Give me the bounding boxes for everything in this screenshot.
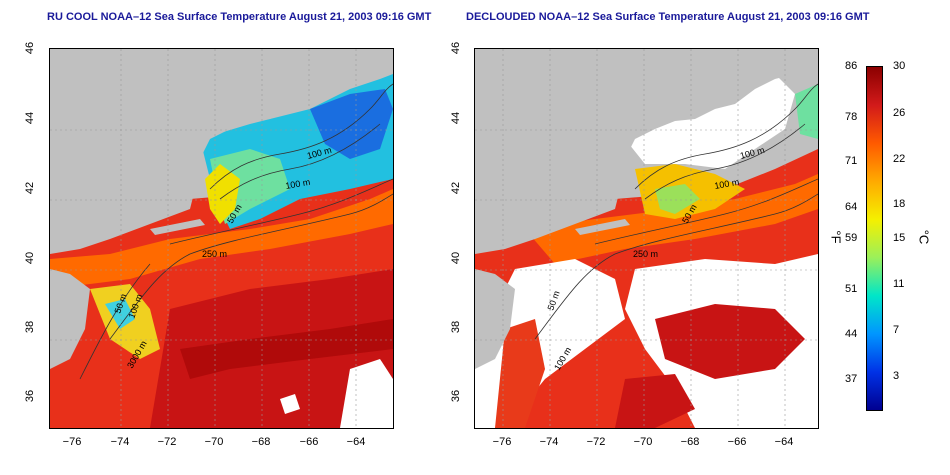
contour-label: 250 m: [633, 249, 658, 259]
lat-tick: 38: [24, 320, 36, 334]
isobath-contour-3000m: [534, 193, 818, 340]
lat-tick: 46: [450, 41, 462, 55]
lat-tick: 42: [450, 181, 462, 195]
lon-tick: −72: [586, 436, 606, 448]
isobath-contour-50m: [219, 123, 381, 200]
contour-label: 250 m: [202, 249, 227, 259]
colorbar-f-tick: 64: [845, 201, 858, 213]
lat-tick: 36: [24, 389, 36, 403]
shelf-yellow-water: [205, 164, 240, 224]
colorbar-c-tick: 15: [893, 232, 906, 244]
lon-tick: −70: [204, 436, 224, 448]
lat-tick: 46: [24, 41, 36, 55]
coastal-cyan-patch: [105, 299, 135, 329]
land-mass: [475, 49, 818, 254]
isobath-contour-3000m: [109, 193, 393, 340]
colorbar-c-tick: 30: [893, 60, 906, 72]
colorbar-c-tick: 18: [893, 198, 906, 210]
sst-map-declouded: 100 m 100 m 50 m 250 m 50 m 100 m: [474, 48, 819, 429]
lat-tick: 40: [450, 251, 462, 265]
colorbar-f-tick: 59: [845, 232, 858, 244]
cloud-patch: [340, 359, 393, 428]
colorbar-c-tick: 3: [893, 370, 900, 382]
contour-label: 100 m: [285, 177, 311, 191]
colorbar-f-tick: 86: [845, 60, 858, 72]
chesapeake-land: [50, 269, 90, 369]
gulfstream-dark: [180, 319, 393, 379]
lat-tick: 44: [24, 111, 36, 125]
chesapeake-land: [475, 269, 515, 369]
isobath-contour-250m: [594, 178, 818, 245]
lon-tick: −66: [299, 436, 319, 448]
ocean-deep-red-patch: [615, 374, 695, 428]
colorbar-c-tick: 26: [893, 107, 906, 119]
lon-tick: −68: [680, 436, 700, 448]
colorbar-c-tick: 7: [893, 324, 900, 336]
lon-tick: −64: [774, 436, 794, 448]
colorbar-f-tick: 71: [845, 155, 858, 167]
panel-title-raw: RU COOL NOAA–12 Sea Surface Temperature …: [47, 11, 432, 23]
land-mass: [50, 49, 393, 254]
lat-tick: 40: [24, 251, 36, 265]
colorbar-c-tick: 22: [893, 153, 906, 165]
isobath-contour-100m: [634, 83, 818, 190]
lat-tick: 36: [450, 389, 462, 403]
lon-tick: −66: [727, 436, 747, 448]
colorbar-f-tick: 51: [845, 283, 858, 295]
fahrenheit-unit-label: °F: [828, 230, 844, 244]
lon-tick: −70: [633, 436, 653, 448]
ocean-orange-band: [50, 189, 393, 289]
map-grid: [475, 49, 818, 428]
isobath-contour-50m: [644, 123, 806, 200]
long-island: [150, 219, 205, 235]
isobath-contour-250m: [169, 178, 393, 245]
ocean-deep-red-patch: [655, 304, 805, 379]
lon-tick: −76: [62, 436, 82, 448]
isobath-contour-100m: [209, 83, 393, 190]
lon-tick: −74: [539, 436, 559, 448]
celsius-unit-label: °C: [916, 229, 932, 245]
panel-title-declouded: DECLOUDED NOAA–12 Sea Surface Temperatur…: [466, 11, 870, 23]
colorbar-c-tick: 11: [893, 278, 905, 290]
lon-tick: −64: [346, 436, 366, 448]
ocean-orange-band: [525, 174, 818, 264]
shelf-green-water: [655, 184, 700, 214]
colorbar-f-tick: 78: [845, 111, 858, 123]
isobath-contour-shelf: [79, 263, 151, 380]
lon-tick: −68: [251, 436, 271, 448]
colorbar-f-tick: 44: [845, 328, 858, 340]
temperature-colorbar: [866, 66, 883, 411]
lon-tick: −76: [492, 436, 512, 448]
gulf-of-maine-green: [795, 84, 818, 139]
lon-tick: −74: [110, 436, 130, 448]
lat-tick: 38: [450, 320, 462, 334]
lat-tick: 42: [24, 181, 36, 195]
lon-tick: −72: [157, 436, 177, 448]
lat-tick: 44: [450, 111, 462, 125]
coastal-warm-water: [495, 319, 545, 428]
sst-map-raw: 100 m 100 m 50 m 250 m 50 m 100 m 3000 m: [49, 48, 394, 429]
map-grid: [50, 49, 393, 428]
long-island: [575, 219, 630, 235]
colorbar-f-tick: 37: [845, 373, 858, 385]
contour-label: 100 m: [714, 177, 740, 191]
cloud-patch-small: [280, 394, 300, 414]
